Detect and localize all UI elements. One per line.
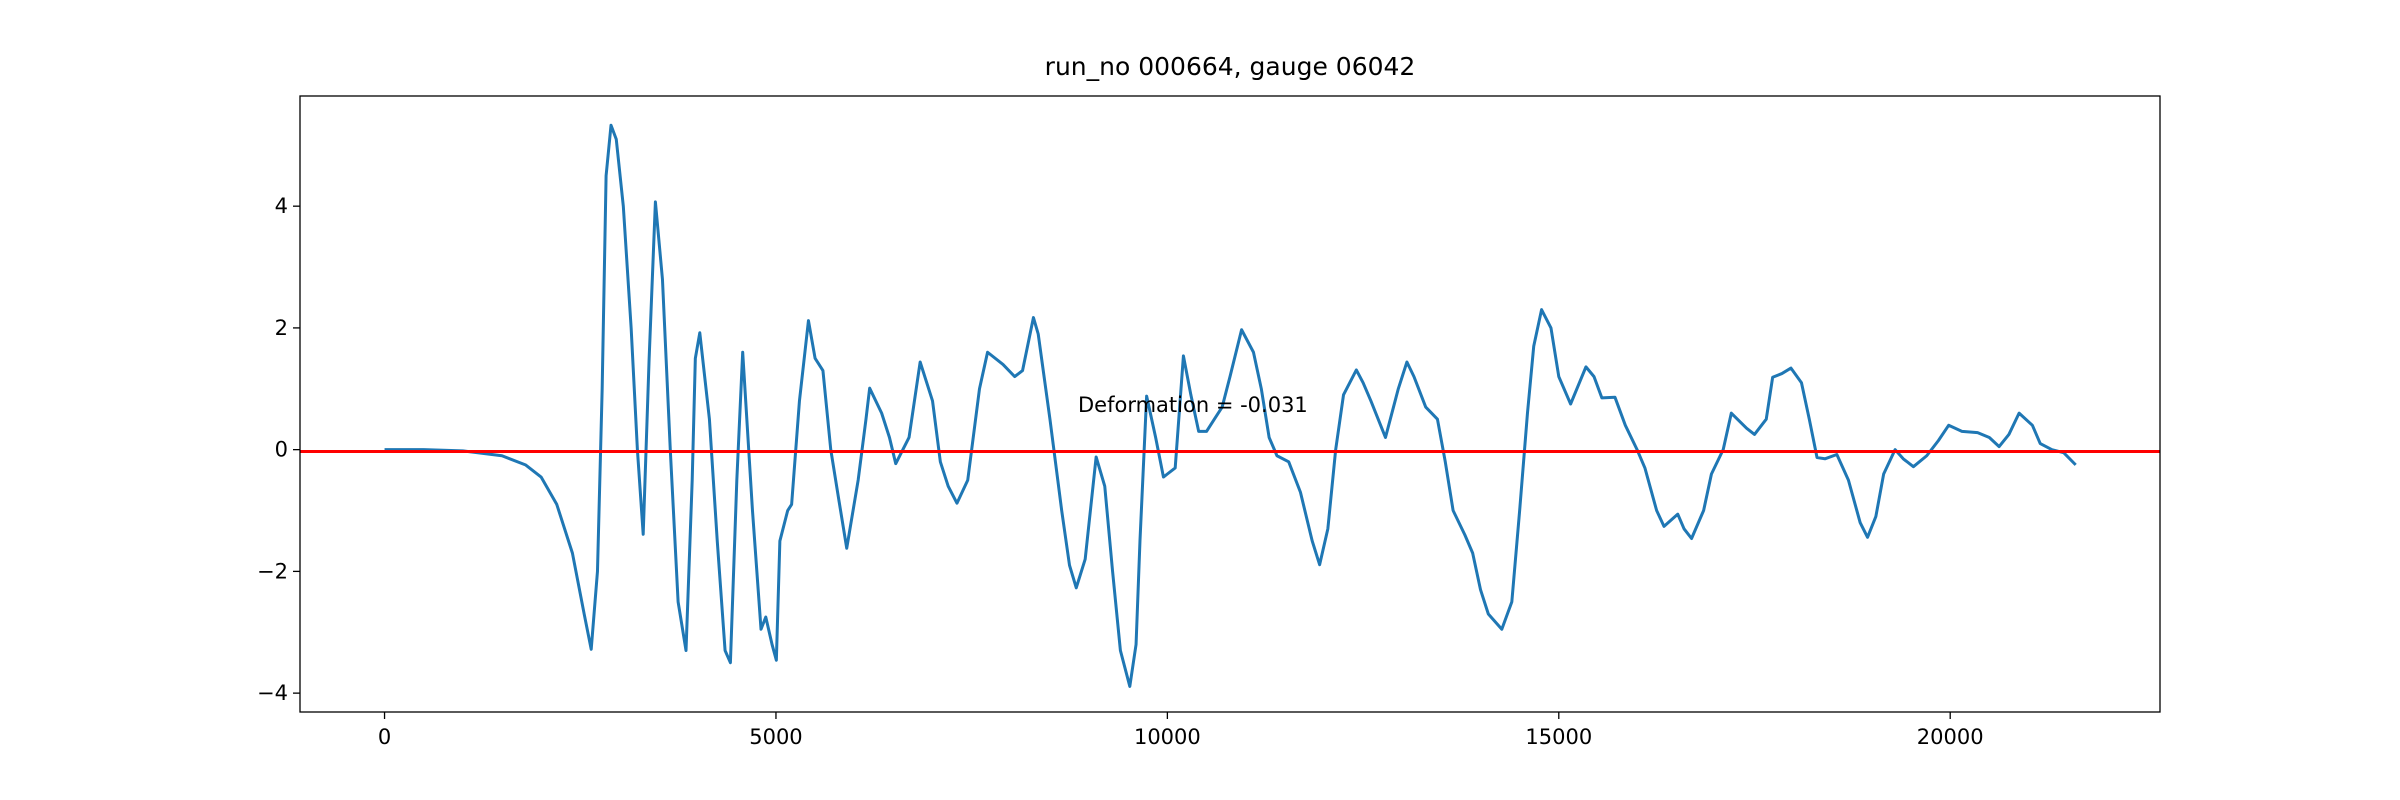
y-tick-label: 4 [275,194,288,218]
annotation: Deformation = -0.031 [1078,393,1308,417]
x-tick-label: 20000 [1917,725,1984,749]
y-tick-label: 0 [275,438,288,462]
x-tick-label: 0 [378,725,391,749]
y-tick-label: −2 [257,559,288,583]
x-tick-label: 10000 [1134,725,1201,749]
y-tick-label: 2 [275,316,288,340]
x-tick-label: 15000 [1525,725,1592,749]
x-tick-label: 5000 [749,725,802,749]
plot-frame [299,95,2161,713]
y-tick-label: −4 [257,681,288,705]
data-line [384,123,2077,688]
chart-title: run_no 000664, gauge 06042 [1045,52,1416,81]
